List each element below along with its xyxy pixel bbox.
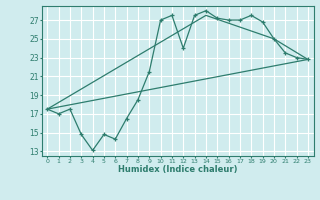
X-axis label: Humidex (Indice chaleur): Humidex (Indice chaleur) <box>118 165 237 174</box>
